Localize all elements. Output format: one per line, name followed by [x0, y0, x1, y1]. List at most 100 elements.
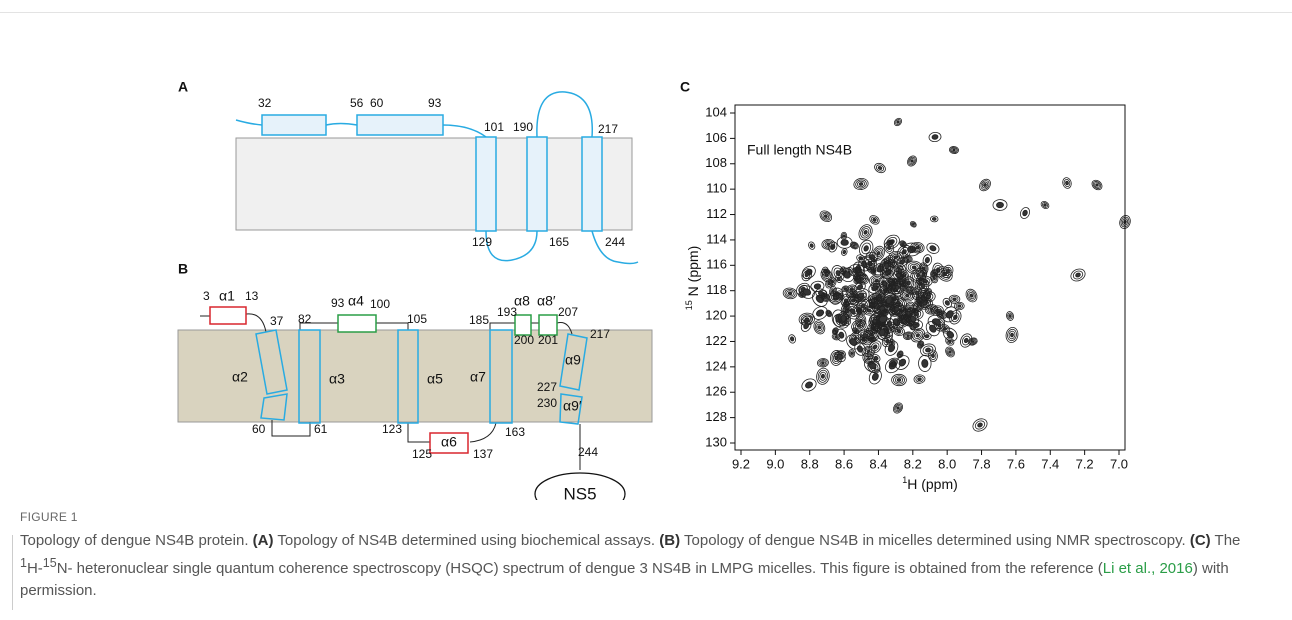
peak [870, 342, 880, 352]
peak [948, 294, 961, 304]
peak [895, 285, 900, 291]
superscript: 1 [20, 556, 27, 570]
label: α9′ [563, 398, 582, 414]
peak [833, 334, 840, 340]
peak [877, 166, 883, 170]
x-tick-label: 8.8 [801, 456, 819, 471]
peak [942, 306, 958, 323]
peak [836, 292, 845, 301]
superscript: 1 [902, 475, 907, 485]
peak [823, 271, 830, 279]
peak [883, 337, 892, 346]
peak [883, 311, 887, 315]
text: N- heteronuclear single quantum coherenc… [56, 560, 1103, 577]
peak [895, 272, 901, 278]
peak [855, 268, 862, 275]
reference-link[interactable]: Li et al., 2016 [1102, 560, 1193, 577]
peak [899, 240, 907, 248]
peak [860, 277, 865, 281]
peak [931, 217, 937, 221]
x-tick-label: 8.6 [835, 456, 853, 471]
peak [925, 321, 940, 337]
peak [892, 304, 902, 314]
peak [930, 268, 939, 278]
peak [906, 280, 911, 286]
peak [869, 296, 877, 306]
peak [1065, 180, 1069, 186]
peak [815, 288, 827, 299]
peak [965, 288, 978, 303]
residue: 93 [428, 96, 442, 110]
peak [929, 351, 937, 360]
peak [915, 375, 924, 383]
peak [895, 355, 910, 370]
peak [880, 309, 889, 317]
peak [871, 372, 879, 381]
peak [852, 244, 856, 247]
peak [896, 350, 904, 359]
peak [1070, 268, 1086, 282]
peak [932, 271, 936, 275]
text: Topology of NS4B determined using bioche… [273, 532, 660, 549]
peak [912, 329, 924, 341]
peak [909, 158, 915, 164]
peak [893, 402, 903, 414]
peak [914, 290, 920, 296]
peak [853, 178, 869, 190]
peak [842, 286, 848, 292]
peak [1022, 209, 1028, 217]
x-tick-label: 7.2 [1076, 456, 1094, 471]
peak [849, 297, 857, 305]
peak [842, 270, 851, 279]
label: 217 [590, 327, 610, 341]
peak [826, 242, 831, 247]
x-tick-label: 8.2 [904, 456, 922, 471]
peak [855, 279, 859, 283]
peak [821, 270, 831, 281]
peak [823, 240, 834, 249]
peak [853, 277, 861, 285]
peak [819, 371, 827, 381]
plot-frame [734, 104, 1126, 451]
peak [897, 351, 903, 358]
peak [819, 210, 833, 223]
peak [800, 320, 812, 332]
peak [920, 300, 929, 307]
peak [946, 330, 955, 339]
label: 61 [314, 422, 328, 436]
peak [983, 183, 987, 187]
peak [943, 266, 952, 277]
panel-label: B [178, 261, 188, 277]
peak [889, 359, 897, 367]
peak [802, 288, 812, 296]
peak [867, 308, 872, 313]
peak [918, 342, 923, 347]
text: Topology of dengue NS4B in micelles dete… [680, 532, 1190, 549]
residue: 60 [370, 96, 384, 110]
peak [951, 147, 957, 153]
peak [942, 264, 954, 279]
peak [838, 311, 849, 325]
peak [913, 311, 919, 317]
peak [875, 164, 885, 172]
caption: Topology of dengue NS4B protein. (A) Top… [20, 530, 1255, 602]
label: 82 [298, 312, 312, 326]
peak [931, 269, 938, 277]
y-axis-label: 15 N (ppm) [684, 246, 700, 310]
peak [905, 309, 912, 318]
peak [849, 241, 859, 250]
peak [923, 289, 932, 298]
peak [856, 345, 864, 353]
peak [874, 162, 886, 174]
peak [952, 297, 957, 301]
peak [841, 248, 848, 256]
peak [948, 350, 952, 354]
peak [881, 269, 892, 278]
peak [926, 305, 937, 314]
x-tick-label: 8.4 [869, 456, 887, 471]
peak [836, 353, 844, 360]
peak [910, 328, 926, 343]
label: 60 [252, 422, 266, 436]
panel-label: A [178, 79, 188, 95]
